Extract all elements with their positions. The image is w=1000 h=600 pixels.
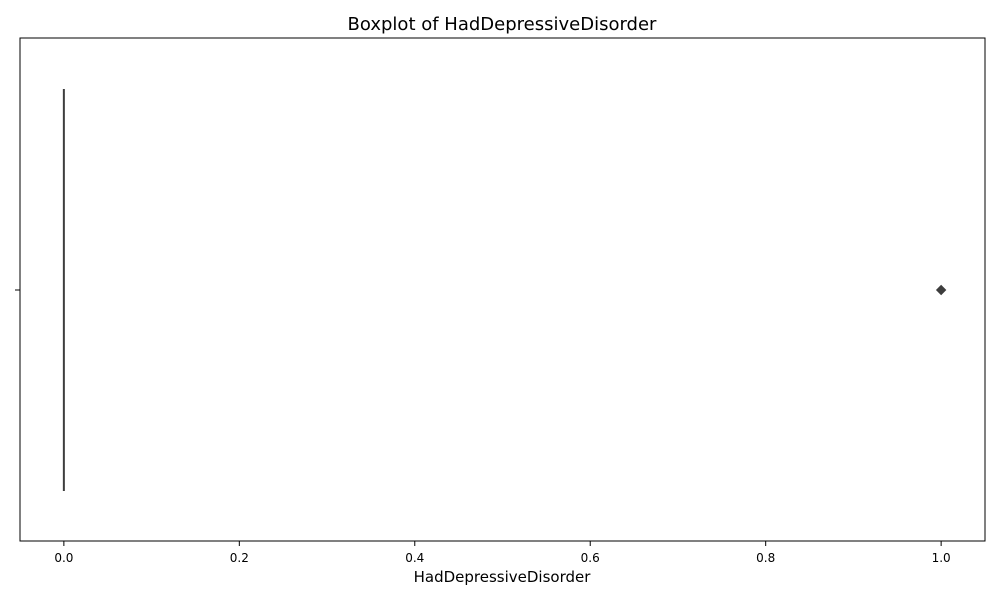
x-tick-label: 0.4 xyxy=(405,551,424,565)
outlier-point xyxy=(935,284,947,296)
chart-title: Boxplot of HadDepressiveDisorder xyxy=(348,14,658,35)
outlier-points xyxy=(935,284,947,296)
plot-area xyxy=(19,37,986,542)
x-tick-label: 0.2 xyxy=(230,551,249,565)
x-axis-ticks: 0.0 0.2 0.4 0.6 0.8 1.0 xyxy=(54,541,951,565)
x-tick-label: 0.6 xyxy=(581,551,600,565)
x-tick-label: 1.0 xyxy=(932,551,951,565)
x-tick-label: 0.0 xyxy=(54,551,73,565)
x-tick-label: 0.8 xyxy=(756,551,775,565)
x-axis-label: HadDepressiveDisorder xyxy=(414,568,592,586)
